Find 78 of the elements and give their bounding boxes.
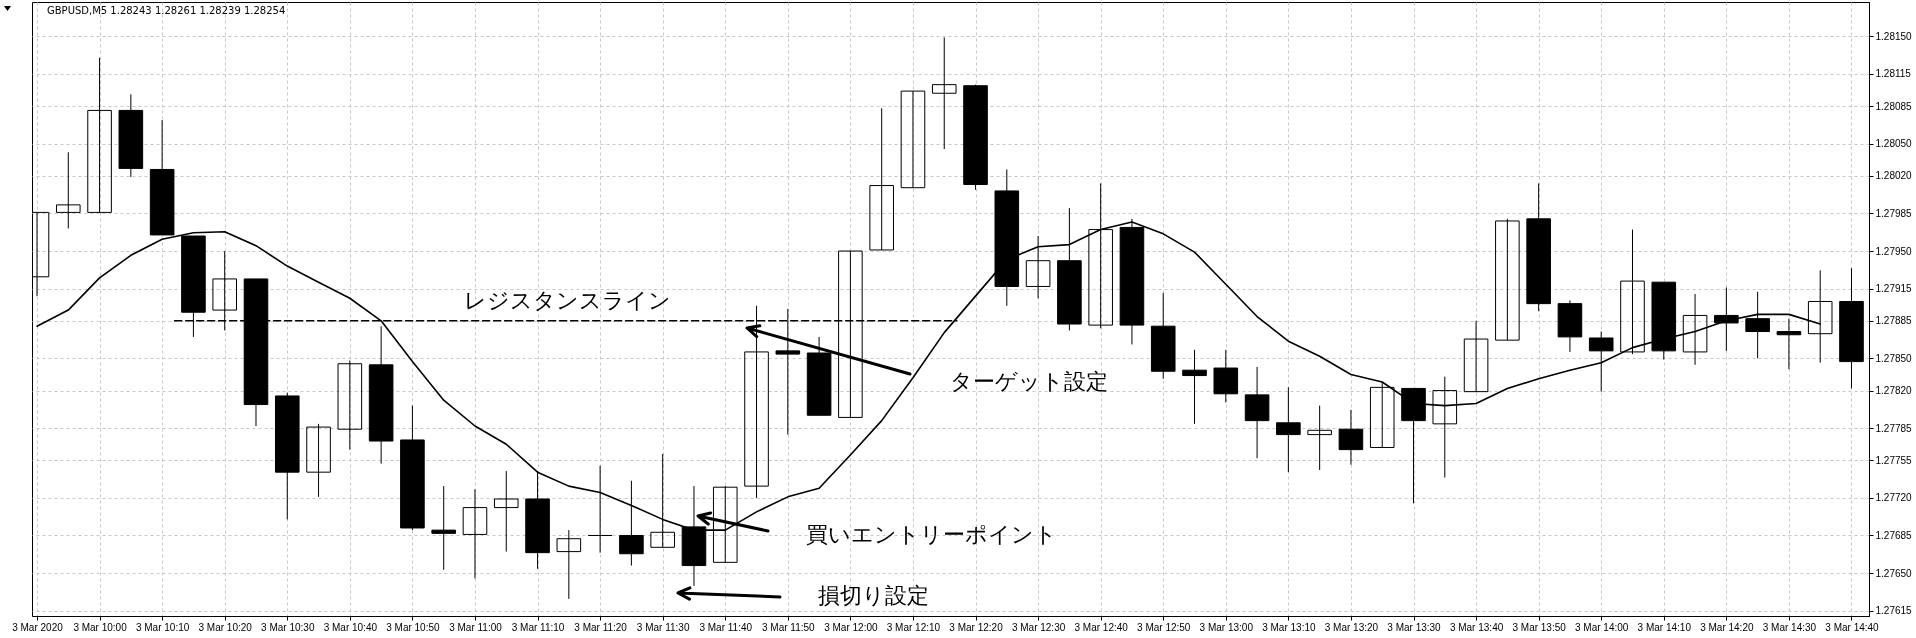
x-tick-label: 3 Mar 12:40 [1074, 621, 1129, 633]
candlestick [493, 470, 519, 553]
x-tick-label: 3 Mar 13:30 [1387, 621, 1442, 633]
candlestick [1276, 386, 1301, 473]
candlestick [1463, 320, 1489, 393]
candlestick [556, 529, 582, 600]
candlestick [1745, 291, 1770, 359]
y-tick-label: 1.27650 [1875, 567, 1913, 579]
x-tick-label: 3 Mar 10:20 [198, 621, 253, 633]
x-tick-label: 3 Mar 11:30 [636, 621, 690, 633]
y-tick-label: 1.27785 [1875, 422, 1913, 434]
candlestick [337, 360, 363, 451]
y-tick-label: 1.27820 [1875, 385, 1913, 397]
x-tick-label: 3 Mar 12:20 [949, 621, 1004, 633]
y-tick-label: 1.28050 [1875, 138, 1913, 150]
candlestick [55, 151, 81, 229]
candlestick [1182, 349, 1207, 425]
candlestick [306, 423, 331, 498]
x-tick-label: 3 Mar 11:40 [699, 621, 753, 633]
candlestick [1620, 229, 1645, 355]
y-tick-label: 1.28020 [1875, 170, 1913, 182]
candlestick [87, 57, 112, 213]
x-tick-label: 3 Mar 14:10 [1637, 621, 1692, 633]
y-tick-label: 1.27615 [1875, 605, 1913, 617]
candlestick [869, 107, 894, 251]
annotation: ターゲット設定 [950, 369, 1108, 394]
candlestick [1714, 287, 1739, 352]
x-tick-label: 3 Mar 12:00 [824, 621, 879, 633]
y-tick-label: 1.27915 [1875, 283, 1913, 295]
x-tick-label: 3 Mar 11:50 [762, 621, 816, 633]
candlestick [1432, 376, 1458, 479]
x-tick-label: 3 Mar 13:10 [1262, 621, 1316, 633]
candlestick [900, 90, 926, 189]
x-tick-label: 3 Mar 13:50 [1512, 621, 1567, 633]
x-tick-label: 3 Mar 10:00 [73, 621, 128, 633]
candlestick [1588, 331, 1614, 393]
candlestick [931, 36, 957, 150]
candlestick [1682, 293, 1708, 366]
annotation: 損切り設定 [818, 583, 929, 608]
x-tick-label: 3 Mar 10:10 [135, 621, 190, 633]
x-tick-label: 3 Mar 13:40 [1449, 621, 1504, 633]
y-tick-label: 1.27850 [1875, 352, 1913, 364]
x-tick-label: 3 Mar 11:10 [511, 621, 565, 633]
y-tick-label: 1.27885 [1875, 315, 1913, 327]
y-tick-label: 1.27685 [1875, 529, 1913, 541]
candlestick [431, 485, 456, 571]
x-tick-label: 3 Mar 10:50 [386, 621, 441, 633]
candlestick [1369, 381, 1395, 448]
x-tick-label: 3 Mar 14:30 [1762, 621, 1817, 633]
series-label: レジスタンスライン [463, 287, 671, 313]
x-tick-label: 3 Mar 11:00 [449, 621, 503, 633]
x-tick-label: 3 Mar 14:40 [1825, 621, 1880, 633]
candlestick [462, 488, 488, 579]
candlestick [1776, 318, 1802, 370]
y-tick-label: 1.27720 [1875, 492, 1913, 504]
y-tick-label: 1.28085 [1875, 100, 1913, 112]
x-tick-label: 3 Mar 12:10 [886, 621, 941, 633]
x-tick-label: 3 Mar 10:30 [261, 621, 315, 633]
x-tick-label: 3 Mar 10:40 [323, 621, 378, 633]
x-tick-label: 3 Mar 14:20 [1700, 621, 1754, 633]
x-tick-label: 3 Mar 12:30 [1011, 621, 1066, 633]
x-tick-label: 3 Mar 13:00 [1199, 621, 1254, 633]
chart-title: GBPUSD,M5 1.28243 1.28261 1.28239 1.28254 [47, 5, 286, 16]
annotation: 買いエントリーポイント [806, 522, 1057, 547]
y-tick-label: 1.27985 [1875, 207, 1913, 219]
y-tick-label: 1.28150 [1875, 30, 1913, 42]
x-tick-label: 3 Mar 12:50 [1137, 621, 1191, 633]
y-tick-label: 1.27755 [1875, 454, 1913, 466]
candlestick [1025, 235, 1051, 299]
y-tick-label: 1.28115 [1875, 68, 1912, 80]
x-tick-label: 3 Mar 14:00 [1575, 621, 1629, 633]
candlestick [1338, 409, 1364, 466]
x-tick-label: 3 Mar 11:20 [574, 621, 628, 633]
x-tick-label: 3 Mar 2020 [12, 621, 64, 633]
x-tick-label: 3 Mar 13:20 [1324, 621, 1379, 633]
candlestick [1495, 218, 1520, 341]
candlestick [1307, 405, 1332, 471]
y-tick-label: 1.27950 [1875, 245, 1913, 257]
